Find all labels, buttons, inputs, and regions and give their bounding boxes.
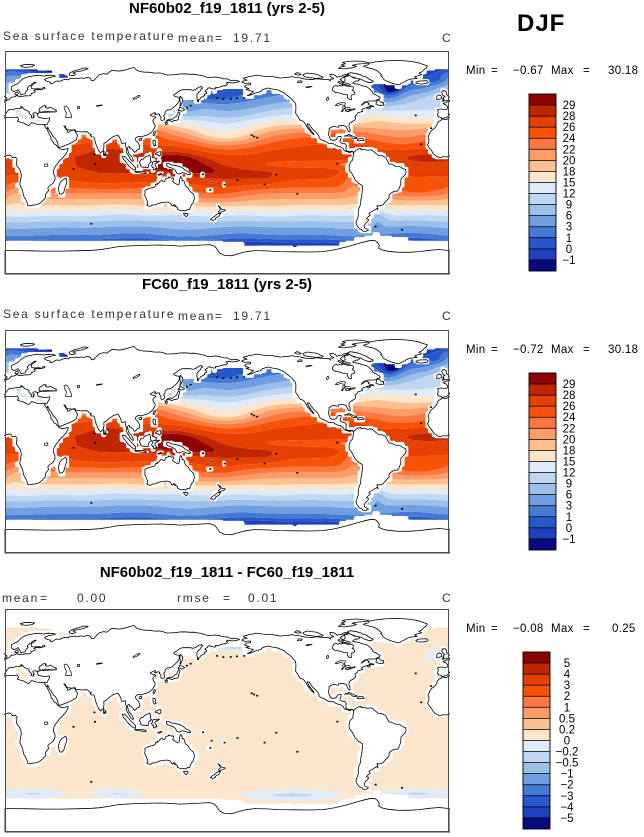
svg-text:4: 4 [564,669,571,681]
svg-text:0.2: 0.2 [559,724,575,736]
svg-text:−5: −5 [560,813,573,825]
svg-text:12: 12 [563,468,576,480]
svg-text:26: 26 [563,401,576,413]
svg-text:20: 20 [563,155,576,167]
svg-text:22: 22 [563,423,576,435]
svg-text:22: 22 [563,144,576,156]
svg-text:3: 3 [564,680,570,692]
svg-text:−2: −2 [560,780,573,792]
svg-text:0.5: 0.5 [559,713,575,725]
svg-text:0: 0 [566,523,572,535]
svg-text:29: 29 [563,379,576,391]
svg-text:15: 15 [563,457,576,469]
svg-text:18: 18 [563,445,576,457]
svg-text:−4: −4 [560,802,574,814]
svg-text:−3: −3 [560,791,573,803]
svg-text:28: 28 [563,111,576,123]
svg-text:2: 2 [564,691,570,703]
svg-text:26: 26 [563,122,576,134]
svg-text:6: 6 [566,211,572,223]
svg-text:0: 0 [564,736,570,748]
svg-text:−0.5: −0.5 [556,758,579,770]
svg-text:−1: −1 [560,769,573,781]
svg-text:20: 20 [563,434,576,446]
svg-text:12: 12 [563,189,576,201]
svg-text:1: 1 [566,512,572,524]
svg-text:28: 28 [563,390,576,402]
svg-text:9: 9 [566,200,572,212]
svg-text:18: 18 [563,166,576,178]
svg-text:−1: −1 [562,255,575,267]
svg-text:6: 6 [566,490,572,502]
svg-text:5: 5 [564,658,570,670]
svg-text:29: 29 [563,100,576,112]
svg-text:3: 3 [566,222,572,234]
svg-text:24: 24 [563,412,576,424]
svg-text:24: 24 [563,133,576,145]
svg-text:1: 1 [566,233,572,245]
svg-text:−0.2: −0.2 [556,747,579,759]
svg-text:1: 1 [564,702,570,714]
svg-text:15: 15 [563,178,576,190]
svg-text:0: 0 [566,244,572,256]
svg-text:−1: −1 [562,534,575,546]
svg-text:3: 3 [566,501,572,513]
svg-text:9: 9 [566,479,572,491]
